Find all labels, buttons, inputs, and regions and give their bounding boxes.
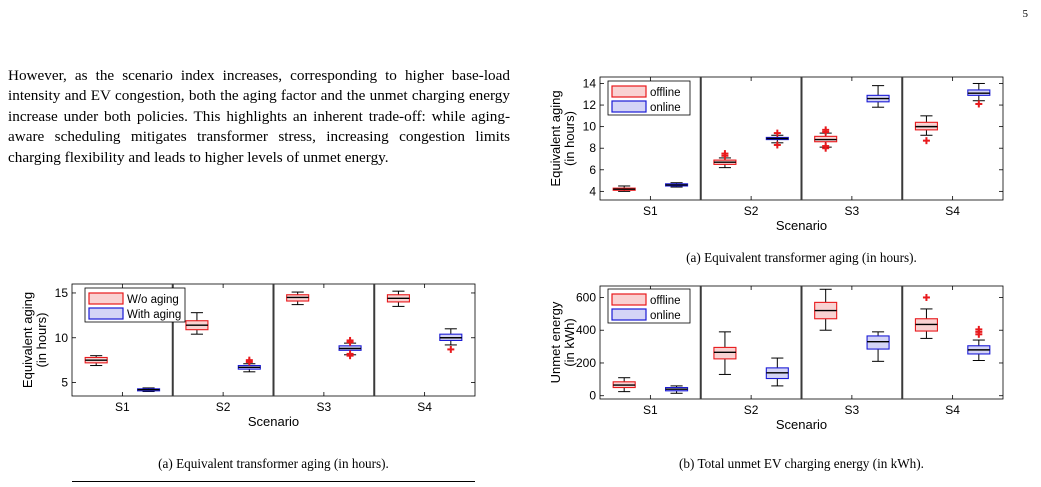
x-axis-label: Scenario — [776, 218, 827, 233]
y-tick-label: 10 — [55, 331, 69, 345]
legend-swatch — [611, 293, 647, 306]
caption-right-top: (a) Equivalent transformer aging (in hou… — [686, 250, 917, 265]
y-tick-label: 14 — [583, 76, 597, 90]
x-tick-label: S4 — [945, 403, 960, 417]
legend-label: W/o aging — [127, 294, 179, 306]
legend-label: With aging — [127, 309, 181, 321]
legend-label: online — [650, 102, 681, 114]
x-tick-label: S3 — [845, 403, 860, 417]
chart-left-aging: 5 10 15 S1 S2 S3 S4 Scenario Equivalent aging (in… — [20, 283, 476, 429]
chart-right-unmet-energy: 0 200 400 600 S1 S2 S3 S4 Scenario Unmet energy (i… — [548, 285, 1004, 432]
legend-swatch — [88, 307, 124, 320]
y-tick-label: 5 — [61, 376, 68, 390]
x-tick-label: S4 — [945, 204, 960, 218]
box-offline — [713, 346, 737, 360]
y-tick-label: 400 — [576, 323, 596, 337]
legend-label: offline — [650, 87, 680, 99]
y-tick-label: 10 — [583, 120, 597, 134]
x-tick-label: S2 — [744, 204, 759, 218]
y-tick-label: 0 — [589, 389, 596, 403]
chart-right-aging: 4 6 8 10 12 14 S1 S2 S3 S4 Scenario Equivalent agin… — [548, 76, 1004, 233]
legend-label: online — [650, 310, 681, 322]
x-tick-label: S3 — [845, 204, 860, 218]
legend-label: offline — [650, 295, 680, 307]
legend-swatch — [611, 100, 647, 113]
y-axis-label: (in hours) — [34, 313, 49, 368]
x-tick-label: S2 — [216, 400, 231, 414]
legend-swatch — [611, 85, 647, 98]
y-tick-label: 12 — [583, 98, 597, 112]
y-axis-label: (in hours) — [562, 111, 577, 166]
y-tick-label: 600 — [576, 290, 596, 304]
y-tick-label: 6 — [589, 163, 596, 177]
x-axis-label: Scenario — [776, 417, 827, 432]
y-axis-label: Equivalent aging — [20, 292, 35, 388]
y-tick-label: 8 — [589, 141, 596, 155]
x-tick-label: S1 — [643, 403, 658, 417]
body-paragraph: However, as the scenario index increases… — [8, 67, 510, 166]
y-tick-label: 4 — [589, 184, 596, 198]
x-tick-label: S2 — [744, 403, 759, 417]
x-tick-label: S1 — [643, 204, 658, 218]
x-tick-label: S1 — [115, 400, 130, 414]
y-axis-label: Equivalent aging — [548, 90, 563, 186]
box-online — [866, 335, 890, 350]
x-tick-label: S3 — [317, 400, 332, 414]
legend-swatch — [88, 292, 124, 305]
y-tick-label: 15 — [55, 286, 69, 300]
x-axis-label: Scenario — [248, 414, 299, 429]
y-axis-label: Unmet energy — [548, 301, 563, 383]
page-number: 5 — [1022, 8, 1029, 20]
legend-swatch — [611, 308, 647, 321]
caption-right-bottom: (b) Total unmet EV charging energy (in k… — [679, 456, 924, 471]
x-tick-label: S4 — [417, 400, 432, 414]
y-tick-label: 200 — [576, 356, 596, 370]
y-axis-label: (in kWh) — [562, 318, 577, 366]
column-rule — [72, 481, 475, 482]
caption-left: (a) Equivalent transformer aging (in hou… — [158, 456, 389, 471]
